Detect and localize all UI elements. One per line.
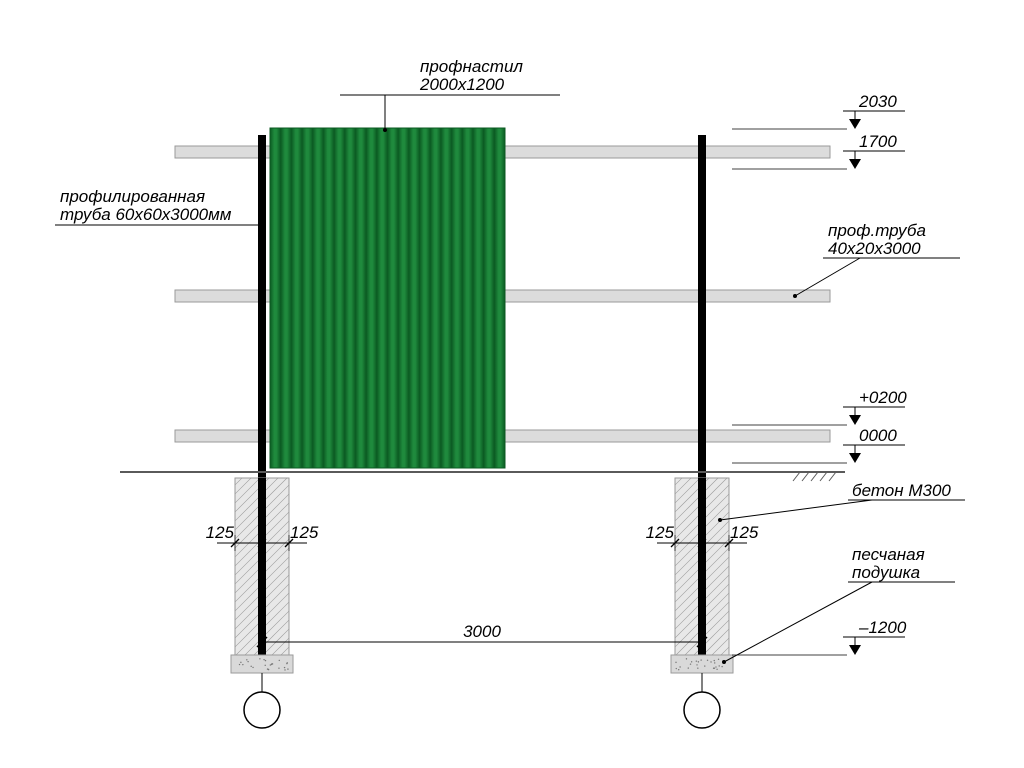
sand-cushion bbox=[671, 655, 733, 673]
elevation-value: 0000 bbox=[859, 426, 897, 445]
elevation-marker: 2030 bbox=[732, 92, 905, 129]
leader bbox=[340, 95, 560, 132]
elevation-value: 1700 bbox=[859, 132, 897, 151]
corrugated-panel bbox=[270, 128, 505, 468]
label-sand-2: подушка bbox=[852, 563, 920, 582]
dimension-value: 125 bbox=[206, 523, 235, 542]
dimension-value: 125 bbox=[646, 523, 675, 542]
label-rail-dim: 40x20x3000 bbox=[828, 239, 921, 258]
elevation-value: –1200 bbox=[858, 618, 907, 637]
leader bbox=[722, 582, 955, 664]
label-post-dim: труба 60х60х3000мм bbox=[60, 205, 232, 224]
elevation-marker: +0200 bbox=[732, 388, 907, 425]
dimension-value: 125 bbox=[730, 523, 759, 542]
dimension-value: 125 bbox=[290, 523, 319, 542]
section-marker bbox=[244, 692, 280, 728]
leader bbox=[718, 500, 965, 522]
sand-cushion bbox=[231, 655, 293, 673]
label-panel-dim: 2000х1200 bbox=[419, 75, 505, 94]
section-marker bbox=[684, 692, 720, 728]
label-concrete: бетон М300 bbox=[852, 481, 951, 500]
label-rail: проф.труба bbox=[828, 221, 926, 240]
elevation-value: +0200 bbox=[859, 388, 907, 407]
label-post: профилированная bbox=[60, 187, 205, 206]
label-panel: профнастил bbox=[420, 57, 523, 76]
label-sand: песчаная bbox=[852, 545, 925, 564]
elevation-marker: –1200 bbox=[732, 618, 907, 655]
dimension-span: 3000 bbox=[463, 622, 501, 641]
elevation-value: 2030 bbox=[858, 92, 897, 111]
